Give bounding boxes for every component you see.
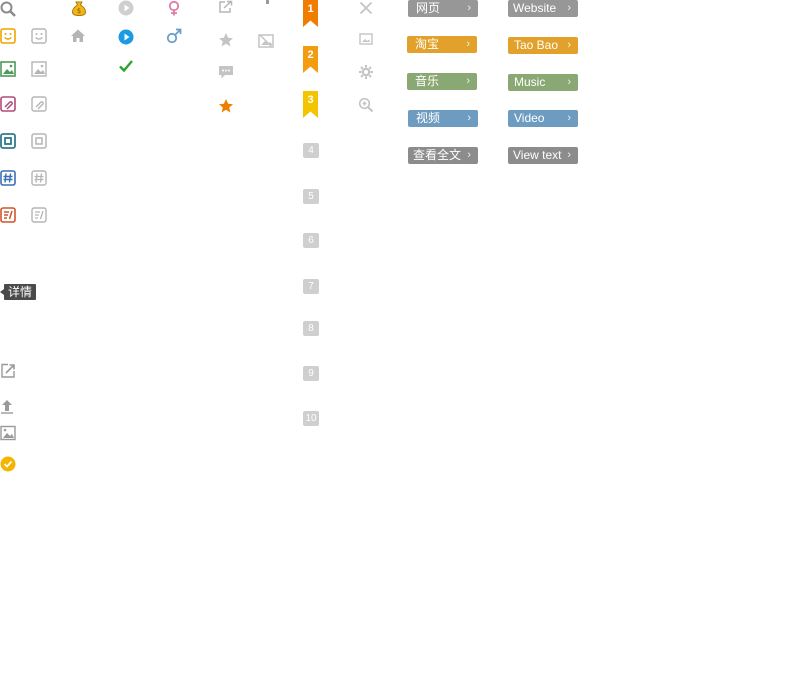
share-icon[interactable]: [218, 0, 234, 16]
tag-webpage-cn[interactable]: 网页 ›: [408, 0, 478, 17]
play-icon[interactable]: [118, 29, 134, 45]
rank-box-8: 8: [303, 321, 319, 336]
tag-label: Website: [513, 1, 557, 15]
hashtag-icon-gray[interactable]: [31, 170, 47, 186]
tag-label: Video: [514, 111, 545, 125]
tag-music-en[interactable]: Music ›: [508, 74, 578, 91]
picture-icon[interactable]: [0, 425, 16, 441]
chevron-right-icon: ›: [567, 76, 571, 88]
tag-label: Music: [514, 75, 546, 89]
chevron-right-icon: ›: [567, 39, 571, 51]
tag-website-en[interactable]: Website ›: [508, 0, 578, 17]
chevron-right-icon: ›: [466, 75, 470, 87]
tag-view-full-text-cn[interactable]: 查看全文 ›: [408, 147, 478, 164]
tag-taobao-en[interactable]: Tao Bao ›: [508, 37, 578, 54]
rank-box-7: 7: [303, 279, 319, 294]
female-icon[interactable]: [166, 0, 182, 16]
tag-video-cn[interactable]: 视频 ›: [408, 110, 478, 127]
attachment-icon-gray[interactable]: [31, 96, 47, 112]
close-icon[interactable]: [358, 0, 374, 16]
chevron-right-icon: ›: [567, 112, 571, 124]
article-icon-gray[interactable]: [31, 207, 47, 223]
home-icon[interactable]: [70, 28, 86, 44]
image-icon-gray[interactable]: [31, 61, 47, 77]
tag-view-text-en[interactable]: View text ›: [508, 147, 578, 164]
search-icon[interactable]: [0, 1, 16, 17]
chevron-right-icon: ›: [467, 112, 471, 124]
tag-label: 视频: [416, 111, 441, 125]
rank-ribbon-2: 2: [303, 46, 318, 73]
rank-box-10: 10: [303, 411, 319, 426]
checkmark-icon[interactable]: [118, 58, 134, 74]
money-bag-icon[interactable]: $: [71, 0, 87, 16]
tag-label: View text: [513, 148, 562, 162]
chevron-right-icon: ›: [467, 149, 471, 161]
tag-label: 淘宝: [415, 37, 440, 51]
hashtag-icon[interactable]: [0, 170, 16, 186]
image-broken-icon[interactable]: [258, 33, 274, 49]
rank-ribbon-3: 3: [303, 91, 318, 118]
comment-icon[interactable]: [218, 64, 234, 80]
smiley-icon-gray[interactable]: [31, 28, 47, 44]
chevron-right-icon: ›: [466, 38, 470, 50]
rank-box-6: 6: [303, 233, 319, 248]
svg-text:$: $: [77, 7, 81, 15]
rank-box-9: 9: [303, 366, 319, 381]
smiley-icon[interactable]: [0, 28, 16, 44]
star-icon-gray[interactable]: [218, 32, 234, 48]
image-small-icon[interactable]: [358, 31, 374, 47]
at-icon[interactable]: [0, 133, 16, 149]
rank-ribbon-1: 1: [303, 0, 318, 27]
play-icon-gray[interactable]: [118, 0, 134, 16]
article-icon[interactable]: [0, 207, 16, 223]
zoom-in-icon[interactable]: [358, 97, 374, 113]
attachment-icon[interactable]: [0, 96, 16, 112]
tag-label: 音乐: [415, 74, 440, 88]
tag-taobao-cn[interactable]: 淘宝 ›: [407, 36, 477, 53]
image-icon[interactable]: [0, 61, 16, 77]
star-icon[interactable]: [218, 98, 234, 114]
tag-video-en[interactable]: Video ›: [508, 110, 578, 127]
tag-label: 查看全文: [413, 148, 462, 162]
chevron-right-icon: ›: [567, 149, 571, 161]
gear-icon[interactable]: [358, 64, 374, 80]
rank-box-5: 5: [303, 189, 319, 204]
external-link-icon[interactable]: [0, 363, 16, 379]
check-circle-icon[interactable]: [0, 456, 16, 472]
upload-icon[interactable]: [0, 398, 16, 414]
chevron-right-icon: ›: [567, 2, 571, 14]
small-mark-icon: [266, 0, 269, 4]
male-icon[interactable]: [166, 28, 182, 44]
rank-box-4: 4: [303, 143, 319, 158]
at-icon-gray[interactable]: [31, 133, 47, 149]
tag-label: 网页: [416, 1, 441, 15]
tag-music-cn[interactable]: 音乐 ›: [407, 73, 477, 90]
chevron-right-icon: ›: [467, 2, 471, 14]
details-tooltip: 详情: [0, 284, 37, 300]
tag-label: Tao Bao: [514, 38, 559, 52]
